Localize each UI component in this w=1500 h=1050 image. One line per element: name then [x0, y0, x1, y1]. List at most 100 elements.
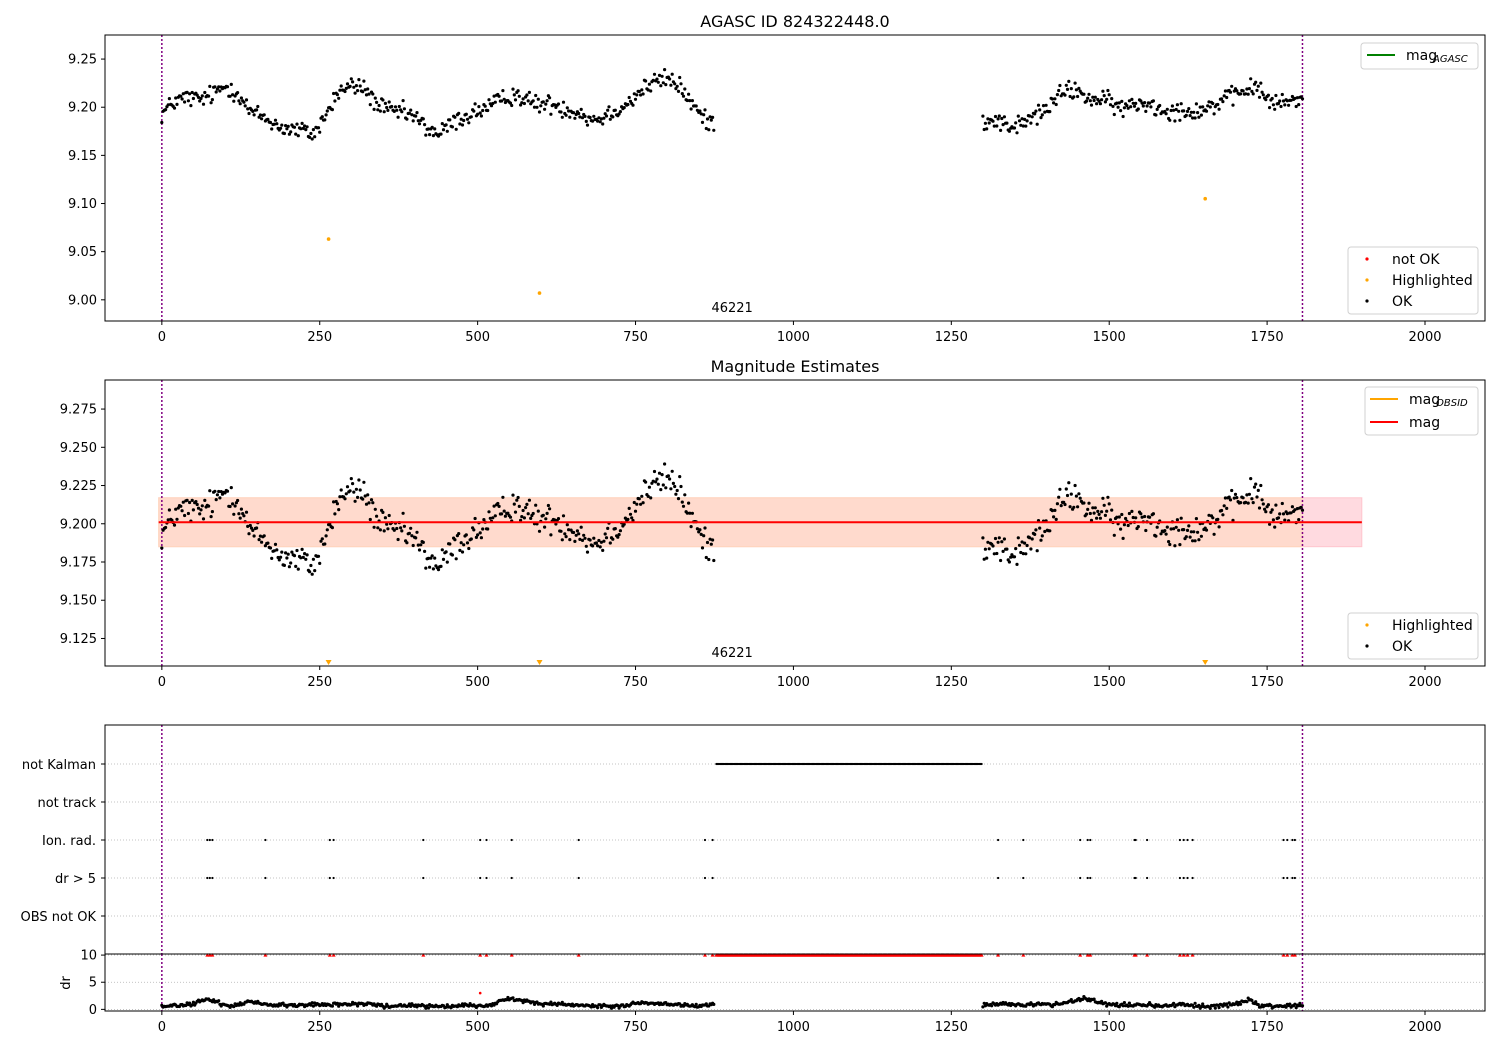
- ok-point: [1095, 102, 1099, 106]
- ok-point: [1095, 516, 1099, 520]
- ok-point: [1249, 77, 1253, 81]
- ok-point: [1017, 119, 1022, 123]
- ok-point: [1295, 507, 1299, 511]
- ok-point: [1117, 101, 1121, 105]
- ok-point: [460, 550, 465, 554]
- ok-point: [473, 102, 477, 106]
- ok-point: [1025, 119, 1029, 123]
- ok-point: [1093, 506, 1097, 510]
- ok-point: [497, 94, 501, 98]
- flag-point: [208, 876, 211, 880]
- ok-point: [458, 122, 462, 126]
- ok-point: [190, 498, 194, 502]
- ok-point: [1034, 528, 1038, 532]
- ok-point: [700, 546, 705, 550]
- ok-point: [421, 540, 425, 545]
- ok-point: [311, 128, 315, 132]
- ok-point: [1143, 101, 1147, 105]
- flag-point: [997, 876, 1000, 880]
- ok-point: [363, 88, 367, 92]
- ok-point: [454, 557, 458, 561]
- ok-point: [688, 511, 692, 515]
- ok-point: [679, 484, 683, 489]
- ok-point: [608, 541, 612, 545]
- ok-point: [1193, 116, 1197, 120]
- ok-point: [582, 533, 586, 537]
- ok-point: [381, 510, 385, 514]
- ok-point: [1257, 95, 1262, 99]
- ok-point: [1192, 110, 1196, 114]
- ok-point: [313, 135, 317, 139]
- ok-point: [647, 82, 652, 86]
- flag-point: [332, 876, 335, 880]
- x-tick-label: 500: [465, 1020, 490, 1035]
- ok-point: [335, 93, 339, 97]
- ok-point: [1023, 541, 1027, 545]
- ok-point: [649, 496, 653, 500]
- ok-point: [1126, 523, 1130, 528]
- ok-point: [1164, 532, 1168, 536]
- legend-frame: [1360, 42, 1479, 70]
- ok-point: [583, 536, 587, 540]
- ok-point: [1119, 109, 1123, 113]
- ok-point: [1121, 536, 1125, 541]
- ok-point: [352, 490, 356, 494]
- ok-point: [1073, 483, 1077, 488]
- ok-point: [1134, 516, 1138, 520]
- ok-point: [373, 507, 377, 511]
- ok-point: [1230, 84, 1234, 88]
- flag-point: [479, 838, 482, 842]
- ok-point: [588, 115, 592, 120]
- ok-point: [1278, 99, 1282, 103]
- ok-point: [462, 543, 466, 547]
- ok-point: [1196, 530, 1200, 534]
- ok-point: [1115, 1001, 1119, 1006]
- ok-point: [1100, 98, 1104, 102]
- ok-point: [611, 115, 615, 119]
- ok-point: [299, 556, 303, 560]
- ok-point: [1216, 102, 1220, 107]
- ok-point: [1089, 103, 1094, 107]
- ok-point: [244, 510, 249, 514]
- ok-point: [510, 103, 514, 108]
- ok-point: [577, 111, 581, 116]
- ok-point: [218, 496, 222, 500]
- ok-point: [537, 110, 542, 114]
- ok-point: [268, 120, 273, 125]
- ok-point: [166, 518, 170, 522]
- ok-point: [214, 90, 218, 94]
- clipped-points: [205, 953, 1297, 957]
- ok-point: [982, 557, 986, 561]
- flag-point: [1293, 876, 1296, 880]
- ok-point: [1223, 496, 1227, 500]
- ok-point: [652, 72, 657, 76]
- ok-point: [1165, 525, 1169, 529]
- ok-point: [330, 1004, 334, 1008]
- ok-point: [1002, 115, 1007, 119]
- ok-point: [423, 549, 427, 554]
- ok-point: [584, 119, 588, 123]
- ok-point: [1178, 118, 1182, 122]
- ok-point: [1250, 497, 1254, 501]
- ok-point: [617, 112, 621, 116]
- ok-point: [506, 511, 510, 515]
- clipped-point: [1285, 953, 1290, 957]
- ok-point: [541, 513, 545, 517]
- x-axis-ticks: 0 250 500 750 1000 1250 1500 1750 2000: [158, 1011, 1442, 1035]
- ok-point: [670, 469, 674, 473]
- ok-point: [405, 117, 409, 121]
- legend-label: Highlighted: [1392, 618, 1473, 634]
- ok-point: [310, 137, 314, 141]
- ok-point: [501, 89, 505, 93]
- ok-point: [482, 518, 486, 522]
- ok-point: [549, 112, 553, 116]
- ok-point: [1197, 1003, 1201, 1008]
- ok-point: [439, 564, 443, 569]
- ok-point: [601, 548, 605, 553]
- y-tick-label: 9.250: [60, 441, 97, 456]
- ok-point: [207, 94, 211, 98]
- flag-category-label: OBS not OK: [21, 910, 97, 925]
- legend-label: Highlighted: [1392, 273, 1473, 289]
- ok-point: [644, 480, 648, 484]
- ok-point: [609, 1006, 614, 1010]
